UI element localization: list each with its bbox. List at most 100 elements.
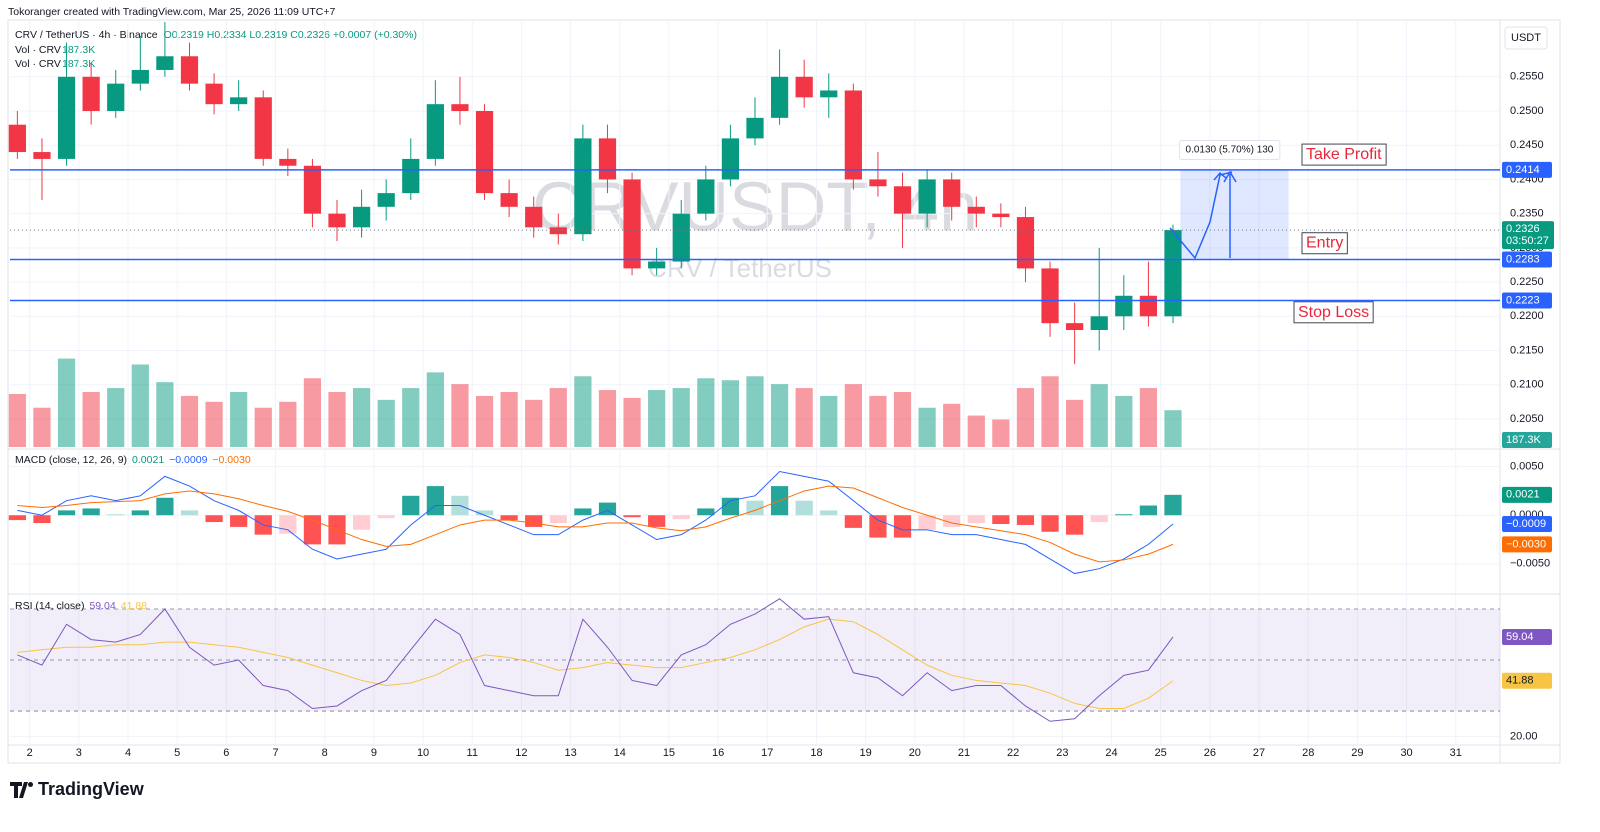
macd-value: 0.0021 xyxy=(132,454,164,466)
logo-mark xyxy=(10,782,28,798)
x-tick-label: 6 xyxy=(223,747,229,759)
position-label: 0.0130 (5.70%) 130 xyxy=(1186,145,1274,156)
macd-histogram-bar xyxy=(697,508,715,516)
symbol: CRV / TetherUS · 4h · Binance xyxy=(15,29,158,41)
currency-box[interactable] xyxy=(1504,26,1548,50)
volume-bar xyxy=(770,384,789,447)
x-tick-label: 11 xyxy=(467,747,478,759)
macd-histogram-bar xyxy=(844,515,862,528)
macd-histogram-bar xyxy=(1066,515,1084,535)
level-name-box xyxy=(1301,232,1348,255)
candle-body xyxy=(1041,268,1059,324)
macd-histogram-bar xyxy=(1115,514,1133,516)
macd-histogram-bar xyxy=(303,515,322,545)
volume-bar xyxy=(8,393,26,447)
x-tick-label: 28 xyxy=(1302,747,1314,759)
macd-histogram-bar xyxy=(820,510,838,516)
volume-bar xyxy=(426,372,444,447)
x-tick-label: 20 xyxy=(909,747,921,759)
volume-bar xyxy=(574,376,592,447)
candle-body xyxy=(205,83,223,105)
level-badge: 0.2414 xyxy=(1506,164,1540,176)
macd-hist-badge: 0.0021 xyxy=(1506,489,1540,501)
candle-body xyxy=(33,152,51,159)
volume-bar xyxy=(672,388,690,447)
candle-body xyxy=(992,213,1010,218)
macd-histogram-bar xyxy=(574,508,592,516)
vol-label: Vol · CRV xyxy=(15,58,61,70)
candle-body xyxy=(82,76,100,112)
candle-body xyxy=(328,213,346,228)
macd-badge: −0.0009 xyxy=(1506,518,1546,530)
candle-body xyxy=(893,186,912,214)
candle-body xyxy=(746,117,764,139)
candle-body xyxy=(279,158,297,166)
vol-label: Vol · CRV xyxy=(15,44,61,56)
y-tick-label: 20.00 xyxy=(1510,730,1538,742)
macd-histogram-bar xyxy=(893,515,912,538)
macd-histogram-bar xyxy=(156,497,174,516)
macd-histogram-bar xyxy=(426,486,444,516)
logo: TradingView xyxy=(10,779,145,799)
volume-bar xyxy=(180,395,199,447)
volume-bar xyxy=(525,399,543,447)
y-tick-label: 0.2350 xyxy=(1510,208,1544,220)
candle-body xyxy=(57,76,76,159)
candle-body xyxy=(254,97,272,159)
x-tick-label: 19 xyxy=(860,747,872,759)
macd-title: MACD (close, 12, 26, 9) xyxy=(15,454,127,466)
candle-body xyxy=(525,206,543,228)
volume-bar xyxy=(402,388,420,447)
level-badge-bg xyxy=(1502,161,1552,178)
candle-body xyxy=(844,90,862,180)
macd-histogram-bar xyxy=(598,502,617,516)
position-label-box xyxy=(1179,140,1281,161)
volume-bar xyxy=(1016,388,1035,447)
volume-bar xyxy=(205,401,223,447)
x-tick-label: 23 xyxy=(1056,747,1068,759)
macd-histogram-bar xyxy=(918,515,936,530)
volume-bar xyxy=(1041,376,1059,447)
volume-bar xyxy=(795,388,813,447)
volume-bar xyxy=(1164,410,1182,447)
rsi-badge: 59.04 xyxy=(1506,631,1534,643)
candle-body xyxy=(180,56,199,84)
volume-bar xyxy=(328,392,346,447)
y-tick-label: 0.2050 xyxy=(1510,413,1544,425)
macd-histogram-bar xyxy=(1090,515,1108,523)
candle-body xyxy=(1164,230,1182,317)
marks xyxy=(8,22,1500,722)
macd-histogram-bar xyxy=(352,515,371,530)
level-badge: 0.2223 xyxy=(1506,294,1540,306)
macd-value: −0.0009 xyxy=(169,454,207,466)
volume-bar xyxy=(746,376,764,447)
candle-body xyxy=(1115,295,1133,317)
candle-body xyxy=(230,97,248,105)
candle-body xyxy=(820,90,838,98)
volume-bar xyxy=(303,378,322,447)
currency[interactable]: USDT xyxy=(1511,32,1541,44)
volume-bar xyxy=(230,392,248,447)
candle-body xyxy=(549,227,567,235)
macd-histogram-bar xyxy=(377,515,395,519)
volume-bar xyxy=(57,358,76,447)
macd-histogram-bar xyxy=(1164,494,1182,516)
volume-bar xyxy=(721,380,740,447)
macd-signal-line xyxy=(17,485,1174,563)
x-tick-label: 3 xyxy=(76,747,82,759)
candle-body xyxy=(451,104,469,112)
macd-value: −0.0030 xyxy=(212,454,250,466)
volume-bar xyxy=(1066,399,1084,447)
y-tick-label: 0.2550 xyxy=(1510,71,1544,83)
volume-bar xyxy=(254,407,272,447)
macd-histogram-bar xyxy=(82,508,100,516)
x-tick-label: 2 xyxy=(27,747,33,759)
volume-bar xyxy=(475,395,494,447)
macd-histogram-bar xyxy=(672,515,690,520)
y-tick-label: 0.2250 xyxy=(1510,276,1544,288)
candle-body xyxy=(721,138,740,180)
macd-histogram-bar xyxy=(475,510,494,516)
macd-histogram-bar xyxy=(549,515,567,524)
volume-bar xyxy=(500,392,518,447)
volume-bar xyxy=(893,392,912,447)
